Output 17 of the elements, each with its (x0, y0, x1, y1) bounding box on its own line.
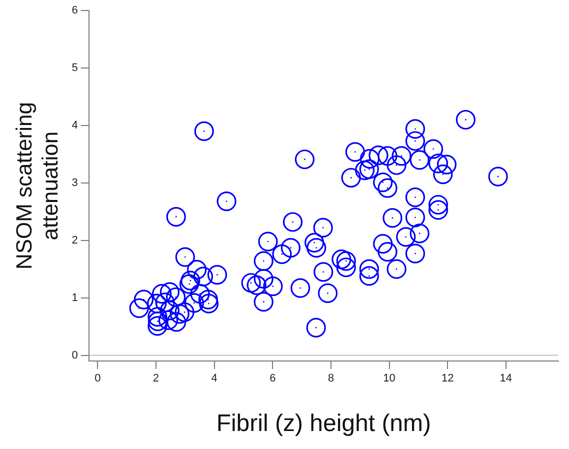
y-tick-label: 5 (72, 62, 78, 74)
y-tick-label: 1 (72, 292, 78, 304)
x-tick-label: 12 (441, 372, 454, 385)
y-tick-label: 0 (72, 349, 78, 362)
y-tick-label: 3 (72, 176, 78, 189)
y-axis-title: NSOM scattering attenuation (11, 102, 63, 270)
x-tick-label: 2 (152, 372, 160, 385)
x-tick-label: 14 (500, 372, 512, 385)
y-tick-label: 2 (72, 234, 78, 246)
x-tick-label: 10 (383, 372, 396, 385)
x-axis-title: Fibril (z) height (nm) (216, 410, 432, 438)
y-tick-label: 6 (72, 4, 78, 17)
y-tick-label: 4 (72, 120, 78, 132)
x-tick-label: 8 (328, 372, 334, 385)
x-tick-label: 0 (94, 372, 101, 385)
x-tick-label: 4 (211, 372, 218, 385)
x-tick-label: 6 (270, 372, 276, 385)
